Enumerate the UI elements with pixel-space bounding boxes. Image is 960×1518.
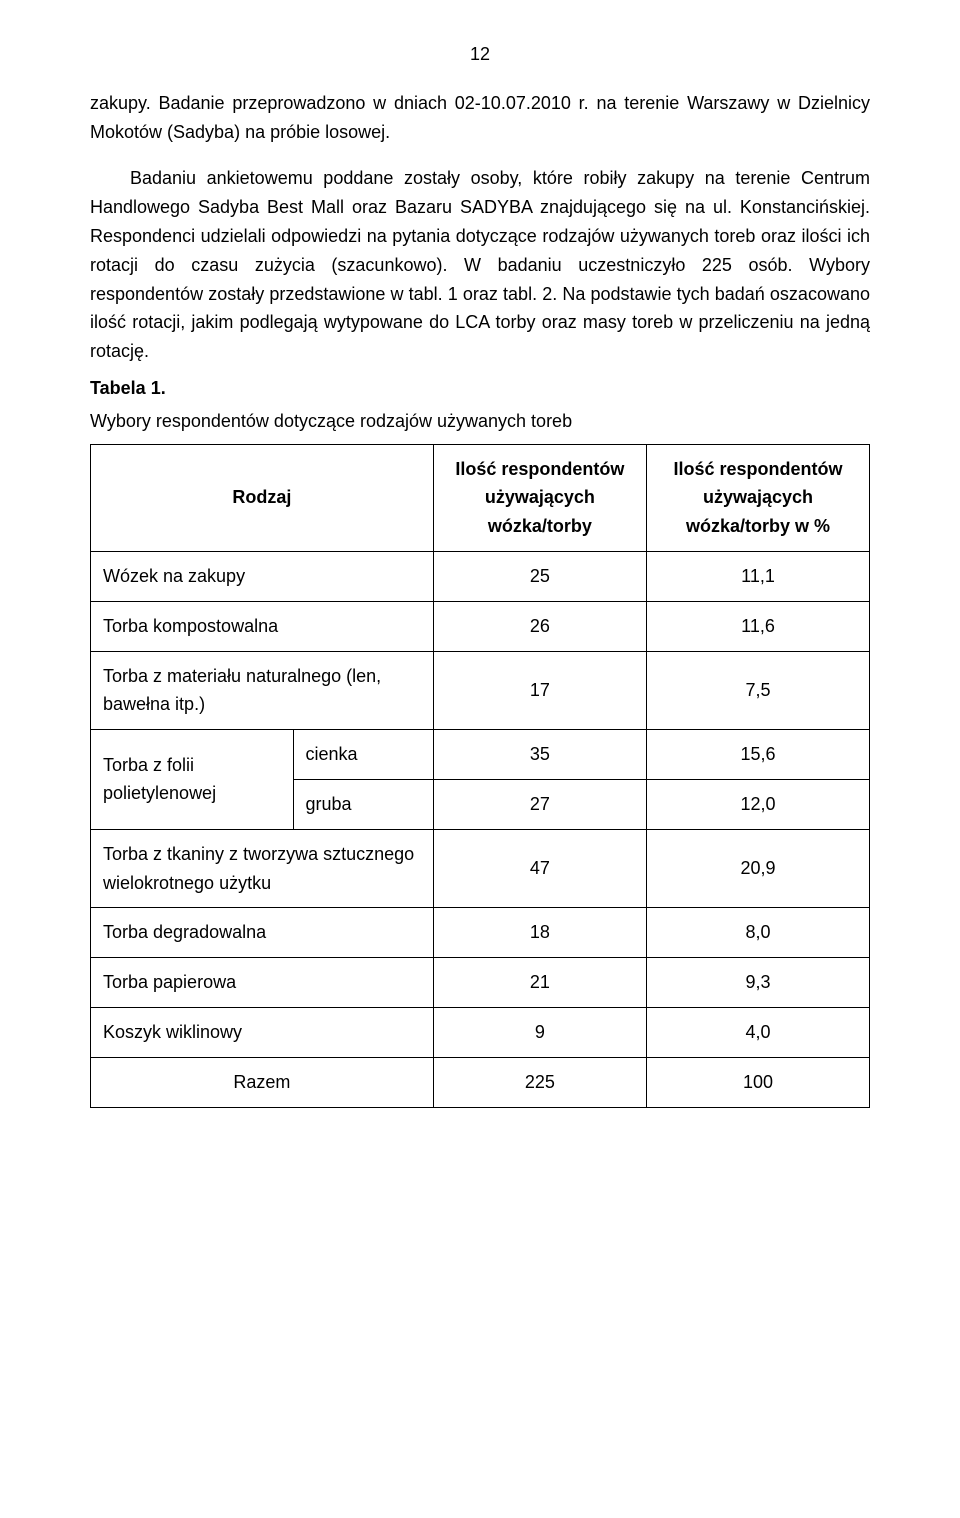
row-count: 17: [433, 651, 646, 730]
row-count: 26: [433, 601, 646, 651]
table-row: Wózek na zakupy 25 11,1: [91, 551, 870, 601]
row-label: Torba kompostowalna: [91, 601, 434, 651]
table-row: Torba kompostowalna 26 11,6: [91, 601, 870, 651]
row-label: Koszyk wiklinowy: [91, 1007, 434, 1057]
row-pct: 11,1: [647, 551, 870, 601]
row-pct: 11,6: [647, 601, 870, 651]
row-pct: 7,5: [647, 651, 870, 730]
row-label: Torba degradowalna: [91, 908, 434, 958]
header-count: Ilość respondentów używających wózka/tor…: [433, 444, 646, 551]
row-label: Torba z materiału naturalnego (len, bawe…: [91, 651, 434, 730]
table-header-row: Rodzaj Ilość respondentów używających wó…: [91, 444, 870, 551]
row-count: 9: [433, 1007, 646, 1057]
table-row: Torba degradowalna 18 8,0: [91, 908, 870, 958]
row-count: 18: [433, 908, 646, 958]
row-pct: 12,0: [647, 779, 870, 829]
row-pct: 8,0: [647, 908, 870, 958]
page-number: 12: [90, 40, 870, 69]
data-table: Rodzaj Ilość respondentów używających wó…: [90, 444, 870, 1108]
row-label: Torba papierowa: [91, 958, 434, 1008]
row-sublabel: cienka: [293, 730, 433, 780]
table-label: Tabela 1.: [90, 374, 870, 403]
row-label: Wózek na zakupy: [91, 551, 434, 601]
table-caption: Wybory respondentów dotyczące rodzajów u…: [90, 407, 870, 436]
row-pct: 4,0: [647, 1007, 870, 1057]
paragraph-1: zakupy. Badanie przeprowadzono w dniach …: [90, 89, 870, 147]
row-sublabel: gruba: [293, 779, 433, 829]
row-count: 21: [433, 958, 646, 1008]
row-label-group: Torba z folii polietylenowej: [91, 730, 294, 830]
row-total-label: Razem: [91, 1057, 434, 1107]
table-row: Koszyk wiklinowy 9 4,0: [91, 1007, 870, 1057]
row-total-pct: 100: [647, 1057, 870, 1107]
row-count: 25: [433, 551, 646, 601]
table-row: Torba z folii polietylenowej cienka 35 1…: [91, 730, 870, 780]
row-pct: 20,9: [647, 829, 870, 908]
table-row: Torba z tkaniny z tworzywa sztucznego wi…: [91, 829, 870, 908]
paragraph-2: Badaniu ankietowemu poddane zostały osob…: [90, 164, 870, 366]
table-row: Torba papierowa 21 9,3: [91, 958, 870, 1008]
header-pct: Ilość respondentów używających wózka/tor…: [647, 444, 870, 551]
row-count: 35: [433, 730, 646, 780]
row-pct: 9,3: [647, 958, 870, 1008]
row-count: 47: [433, 829, 646, 908]
row-count: 27: [433, 779, 646, 829]
row-total-count: 225: [433, 1057, 646, 1107]
header-rodzaj: Rodzaj: [91, 444, 434, 551]
row-label: Torba z tkaniny z tworzywa sztucznego wi…: [91, 829, 434, 908]
row-pct: 15,6: [647, 730, 870, 780]
table-row-total: Razem 225 100: [91, 1057, 870, 1107]
table-row: Torba z materiału naturalnego (len, bawe…: [91, 651, 870, 730]
